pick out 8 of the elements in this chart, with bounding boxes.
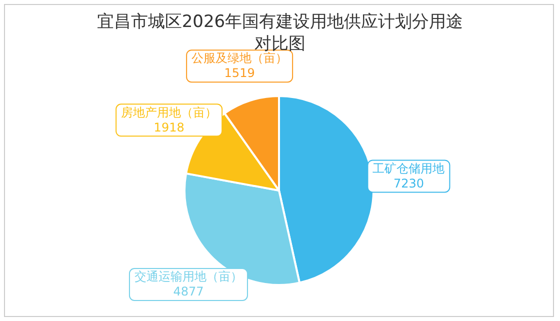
data-label: 1519 — [224, 66, 255, 80]
data-label: 4877 — [173, 284, 204, 299]
slice-label: 房地产用地（亩） — [121, 105, 218, 120]
data-label: 7230 — [393, 176, 424, 190]
slice-label: 公服及绿地（亩） — [192, 51, 288, 66]
data-label: 1918 — [154, 120, 184, 134]
slice-label: 交通运输用地（亩） — [134, 270, 242, 284]
slice-label: 工矿仓储用地 — [372, 161, 445, 176]
